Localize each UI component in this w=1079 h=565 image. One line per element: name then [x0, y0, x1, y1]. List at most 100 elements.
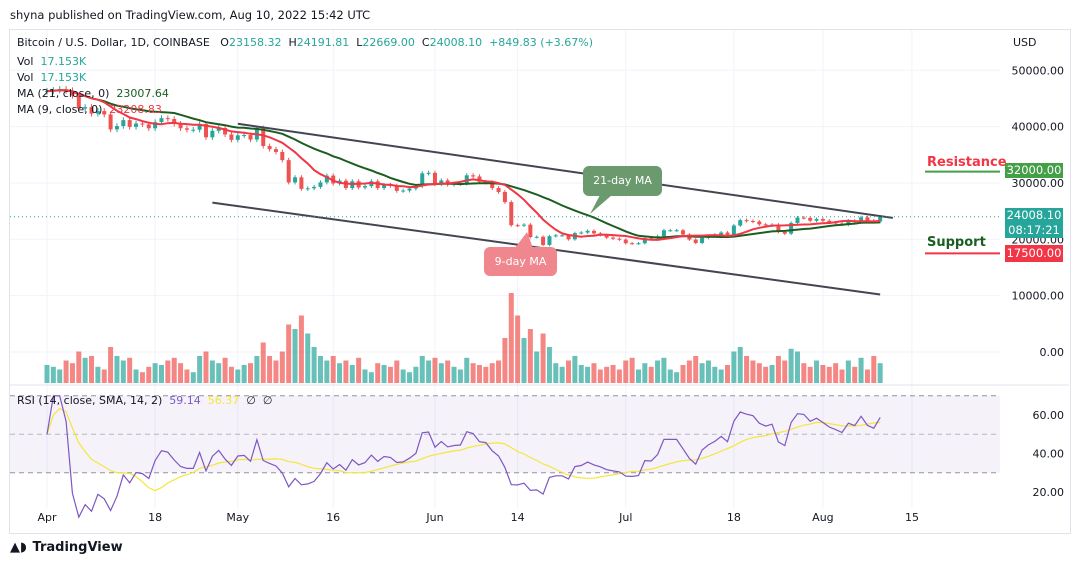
candle-body — [261, 128, 266, 147]
volume-bar — [356, 357, 362, 383]
volume-bar — [273, 360, 279, 383]
volume-bar — [375, 363, 381, 383]
candle-body — [273, 149, 278, 152]
volume-bar — [756, 363, 762, 383]
volume-bar — [292, 329, 298, 383]
candle-body — [744, 220, 749, 222]
volume-bar — [864, 369, 870, 383]
candle-body — [617, 238, 622, 240]
volume-bar — [871, 356, 877, 383]
bar-countdown: 08:17:21 — [1008, 223, 1060, 237]
candle-body — [808, 217, 813, 221]
vol-label: Vol — [17, 71, 34, 84]
volume-bar — [515, 315, 521, 383]
candle-body — [134, 123, 139, 127]
candle-body — [229, 134, 234, 140]
candle-body — [681, 230, 685, 235]
volume-bar — [209, 360, 215, 383]
volume-bar — [794, 351, 800, 383]
candle-body — [668, 230, 673, 232]
volume-bar — [839, 369, 845, 383]
volume-bar — [546, 347, 552, 383]
volume-bar — [616, 369, 622, 383]
candle-body — [114, 126, 119, 130]
candle-body — [509, 202, 514, 226]
legend-rsi: RSI (14, close, SMA, 14, 2) 59.14 56.37 … — [17, 394, 272, 407]
volume-bar — [826, 366, 832, 383]
volume-bar — [362, 369, 368, 383]
candle-body — [401, 190, 406, 192]
volume-bar — [171, 357, 177, 383]
volume-bar — [680, 365, 686, 383]
ma21-callout: 21-day MA — [583, 166, 662, 196]
candle-body — [782, 231, 787, 234]
volume-bar — [76, 351, 82, 383]
candle-body — [286, 160, 291, 183]
volume-bar — [286, 324, 292, 383]
candle-body — [846, 220, 851, 225]
candle-body — [45, 91, 49, 93]
volume-bar — [661, 357, 667, 383]
candle-body — [534, 236, 539, 238]
vol-value: 17.153K — [40, 55, 87, 68]
candle-body — [814, 219, 819, 221]
x-tick-label: Jun — [425, 511, 443, 524]
volume-bar — [712, 366, 718, 383]
volume-bar — [114, 356, 120, 383]
candle-body — [305, 188, 310, 190]
volume-bar — [82, 357, 88, 383]
volume-bar — [394, 360, 400, 383]
candle-body — [579, 232, 584, 234]
rsi-label: RSI (14, close, SMA, 14, 2) — [17, 394, 163, 407]
volume-bar — [553, 363, 559, 383]
volume-bar — [158, 365, 164, 383]
rsi-tick-label: 40.00 — [1033, 448, 1065, 461]
legend-main: Bitcoin / U.S. Dollar, 1D, COINBASE O231… — [17, 36, 593, 49]
volume-bar — [750, 360, 756, 383]
volume-bar — [305, 333, 311, 383]
volume-bar — [413, 366, 419, 383]
last-price-tag: 24008.10 08:17:21 — [1005, 208, 1063, 238]
volume-bar — [101, 369, 107, 383]
candle-body — [560, 235, 565, 237]
candle-body — [502, 191, 507, 203]
volume-bar — [623, 360, 629, 383]
volume-bar — [108, 347, 114, 383]
volume-bar — [311, 347, 317, 383]
volume-bar — [476, 365, 482, 383]
symbol-title[interactable]: Bitcoin / U.S. Dollar, 1D, COINBASE — [17, 36, 210, 49]
x-tick-label: 14 — [511, 511, 525, 524]
candle-body — [89, 107, 94, 114]
volume-bar — [222, 357, 228, 383]
candle-body — [630, 243, 635, 245]
candle-body — [693, 239, 698, 243]
y-tick-label: 40000.00 — [1012, 121, 1065, 134]
candle-body — [178, 123, 183, 129]
candle-body — [375, 181, 380, 189]
volume-bar — [432, 357, 438, 383]
volume-bar — [419, 356, 425, 383]
candle-body — [731, 225, 736, 235]
volume-bar — [699, 363, 705, 383]
x-tick-label: May — [226, 511, 249, 524]
candle-body — [801, 217, 806, 219]
x-tick-label: Jul — [618, 511, 632, 524]
volume-bar — [298, 315, 304, 383]
ma9-callout: 9-day MA — [484, 247, 557, 276]
x-tick-label: Aug — [812, 511, 833, 524]
volume-bar — [451, 366, 457, 383]
candle-body — [477, 176, 482, 182]
volume-bar — [457, 369, 463, 383]
low-value: 22669.00 — [362, 36, 415, 49]
legend-ma9: MA (9, close, 0) 23208.83 — [17, 103, 162, 116]
volume-bar — [190, 372, 196, 383]
x-tick-label: 15 — [905, 511, 919, 524]
candle-body — [299, 177, 304, 189]
candle-body — [95, 111, 100, 114]
ma21-value: 23007.64 — [116, 87, 169, 100]
candle-body — [204, 124, 208, 138]
tradingview-logo[interactable]: ▲◗ TradingView — [10, 540, 123, 555]
volume-bar — [184, 369, 190, 383]
ma21-label: MA (21, close, 0) — [17, 87, 110, 100]
